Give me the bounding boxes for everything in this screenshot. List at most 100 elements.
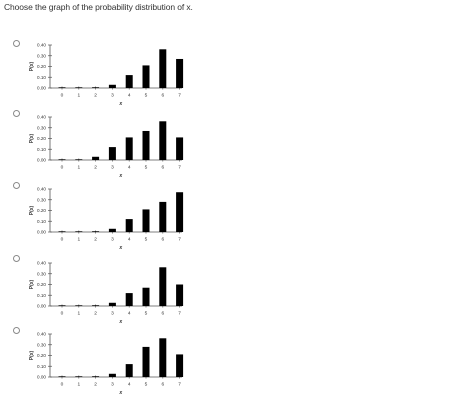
y-tick-label: 0.00 — [37, 304, 46, 309]
option-4-radio[interactable] — [13, 255, 20, 262]
bar — [58, 159, 66, 160]
y-tick-label: 0.30 — [37, 53, 46, 58]
x-tick-label: 7 — [178, 382, 181, 388]
x-tick-label: 5 — [145, 165, 148, 171]
x-tick-label: 2 — [94, 382, 97, 388]
x-tick-label: 1 — [77, 237, 80, 243]
bar — [58, 376, 66, 377]
bar — [108, 373, 116, 377]
x-tick-label: 0 — [61, 237, 64, 243]
x-tick-label: 5 — [145, 237, 148, 243]
x-tick-label: 2 — [94, 93, 97, 99]
x-tick-label: 6 — [161, 311, 164, 317]
x-tick-label: 7 — [178, 165, 181, 171]
x-tick-label: 2 — [94, 165, 97, 171]
y-tick-label: 0.10 — [37, 293, 46, 298]
bar — [159, 338, 167, 377]
option-2-radio[interactable] — [13, 110, 20, 117]
x-tick-label: 3 — [111, 311, 114, 317]
bar — [142, 65, 150, 88]
x-tick-label: 5 — [145, 311, 148, 317]
bar — [92, 231, 100, 232]
y-axis-label: P(x) — [29, 279, 35, 289]
bar — [75, 305, 83, 306]
x-tick-label: 4 — [128, 237, 131, 243]
x-axis-label: x — [118, 390, 122, 396]
bar — [142, 346, 150, 377]
bar — [58, 231, 66, 232]
y-tick-label: 0.10 — [37, 75, 46, 80]
y-tick-label: 0.40 — [37, 332, 46, 337]
x-tick-label: 7 — [178, 237, 181, 243]
bar — [108, 84, 116, 88]
bar — [125, 137, 133, 160]
y-tick-label: 0.20 — [37, 208, 46, 213]
x-axis-label: x — [118, 173, 122, 179]
y-tick-label: 0.40 — [37, 261, 46, 266]
bar — [125, 219, 133, 232]
y-tick-label: 0.20 — [37, 136, 46, 141]
bar — [75, 159, 83, 160]
y-tick-label: 0.10 — [37, 219, 46, 224]
y-tick-label: 0.20 — [37, 282, 46, 287]
bar — [176, 284, 184, 306]
option-5-chart: 0.00 0.10 0.20 0.30 0.40 0 1 2 3 4 5 6 7 x P(x) — [29, 332, 184, 396]
y-tick-label: 0.00 — [37, 230, 46, 235]
y-tick-label: 0.40 — [37, 43, 46, 48]
x-tick-label: 4 — [128, 311, 131, 317]
x-tick-label: 6 — [161, 382, 164, 388]
bar — [176, 58, 184, 88]
x-tick-label: 1 — [77, 382, 80, 388]
bar — [176, 192, 184, 232]
bar — [92, 156, 100, 160]
bar — [75, 376, 83, 377]
x-tick-label: 2 — [94, 237, 97, 243]
bar — [58, 305, 66, 306]
option-1-radio[interactable] — [13, 40, 20, 47]
bar — [75, 87, 83, 88]
bar — [159, 201, 167, 232]
y-tick-label: 0.40 — [37, 187, 46, 192]
y-axis-label: P(x) — [29, 205, 35, 215]
y-tick-label: 0.30 — [37, 125, 46, 130]
bar — [142, 287, 150, 306]
bar — [125, 364, 133, 377]
bar — [108, 147, 116, 160]
y-tick-label: 0.20 — [37, 353, 46, 358]
bar — [75, 231, 83, 232]
x-tick-label: 3 — [111, 93, 114, 99]
option-3-radio[interactable] — [13, 182, 20, 189]
x-axis-label: x — [118, 101, 122, 107]
x-tick-label: 4 — [128, 93, 131, 99]
option-5-radio[interactable] — [13, 327, 20, 334]
x-tick-label: 5 — [145, 382, 148, 388]
x-tick-label: 6 — [161, 93, 164, 99]
y-tick-label: 0.00 — [37, 86, 46, 91]
y-tick-label: 0.00 — [37, 375, 46, 380]
x-tick-label: 6 — [161, 237, 164, 243]
y-tick-label: 0.30 — [37, 197, 46, 202]
y-axis-label: P(x) — [29, 133, 35, 143]
x-tick-label: 4 — [128, 382, 131, 388]
x-tick-label: 2 — [94, 311, 97, 317]
x-tick-label: 3 — [111, 382, 114, 388]
bar — [125, 75, 133, 88]
x-axis-label: x — [118, 245, 122, 251]
bar — [125, 293, 133, 306]
y-tick-label: 0.10 — [37, 364, 46, 369]
bar — [108, 228, 116, 232]
x-tick-label: 0 — [61, 165, 64, 171]
bar — [92, 376, 100, 377]
y-tick-label: 0.40 — [37, 115, 46, 120]
y-tick-label: 0.10 — [37, 147, 46, 152]
bar — [92, 305, 100, 306]
option-2-chart: 0.00 0.10 0.20 0.30 0.40 0 1 2 3 4 5 6 7 x P(x) — [29, 115, 184, 179]
x-tick-label: 7 — [178, 93, 181, 99]
x-tick-label: 3 — [111, 165, 114, 171]
bar — [58, 87, 66, 88]
y-tick-label: 0.20 — [37, 64, 46, 69]
y-tick-label: 0.00 — [37, 158, 46, 163]
x-axis-label: x — [118, 319, 122, 325]
bar — [159, 267, 167, 306]
bar — [92, 87, 100, 88]
